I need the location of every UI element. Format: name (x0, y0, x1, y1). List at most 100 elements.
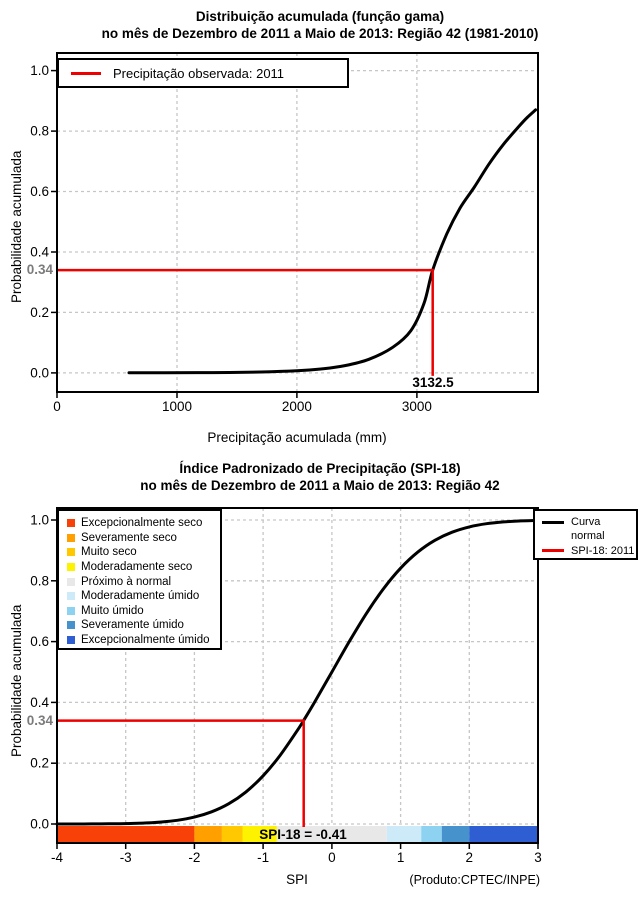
legend-spacer (542, 535, 564, 538)
y-tick-label: 1.0 (30, 63, 49, 78)
top-legend-label: Precipitação observada: 2011 (113, 65, 285, 81)
category-label: Muito seco (81, 546, 137, 559)
plot-box (56, 507, 539, 844)
category-color-marker (67, 563, 75, 572)
legend-item: Muito úmido (67, 604, 220, 619)
spi-category-bar-segment (441, 826, 470, 842)
category-color-marker (67, 548, 75, 557)
category-color-marker (67, 606, 75, 615)
legend-row-curve2: normal (542, 529, 636, 543)
category-color-marker (67, 621, 75, 630)
top-probability-label: 0.34 (26, 262, 53, 277)
cdf-curve (127, 108, 538, 375)
y-tick-label: 0.6 (30, 184, 49, 199)
category-label: Muito úmido (81, 604, 144, 617)
observed-marker-line (57, 719, 305, 827)
category-label: Severamente úmido (81, 619, 184, 632)
top-chart-subtitle: no mês de Dezembro de 2011 a Maio de 201… (101, 26, 539, 41)
observed-line-sample (71, 71, 101, 75)
spi-observed-value-label: SPI-18 = -0.41 (259, 827, 347, 842)
product-footnote: (Produto:CPTEC/INPE) (409, 873, 540, 887)
legend-item: Severamente seco (67, 531, 220, 546)
y-tick-label: 0.4 (30, 245, 49, 260)
category-color-marker (67, 519, 75, 528)
y-tick-label: 0.2 (30, 756, 49, 771)
y-tick-label: 0.2 (30, 305, 49, 320)
bottom-chart-subtitle: no mês de Dezembro de 2011 a Maio de 201… (140, 478, 500, 493)
top-legend: Precipitação observada: 2011 (57, 58, 349, 88)
x-tick-label: 2000 (282, 399, 312, 414)
x-tick-label: 1 (397, 850, 405, 865)
y-tick-label: 0.6 (30, 634, 49, 649)
category-label: Excepcionalmente seco (81, 517, 203, 530)
y-tick-label: 0.8 (30, 124, 49, 139)
bottom-chart-title: Índice Padronizado de Precipitação (SPI-… (179, 461, 461, 476)
observed-marker-line (57, 268, 434, 376)
x-tick-label: 3000 (402, 399, 432, 414)
spi-category-bar-segment (221, 826, 243, 842)
category-label: Severamente seco (81, 531, 177, 544)
x-tick-label: 0 (328, 850, 336, 865)
bottom-xlabel: SPI (286, 872, 308, 887)
y-tick-label: 0.4 (30, 695, 49, 710)
top-xlabel: Precipitação acumulada (mm) (207, 430, 387, 445)
legend-row-curve: Curva (542, 515, 636, 529)
curve-legend-label-line2: normal (571, 530, 605, 543)
x-axis: -4 -3 -2 -1 0 1 2 3 (51, 843, 542, 865)
spi-category-bar-segment (194, 826, 222, 842)
spi-category-bar-segment (57, 826, 195, 842)
cdf-curve (55, 518, 540, 826)
spi-color-bar (57, 826, 538, 842)
spi-observed-line-sample (542, 549, 564, 553)
x-tick-label: 1000 (162, 399, 192, 414)
legend-item: Excepcionalmente seco (67, 516, 220, 531)
y-tick-label: 0.0 (30, 817, 49, 832)
x-tick-label: -4 (51, 850, 63, 865)
spi-category-bar-segment (421, 826, 442, 842)
x-tick-label: 3 (534, 850, 542, 865)
spi-cdf-plot: -4 -3 -2 -1 0 1 2 3 0.0 0.2 0.4 0.6 0.8 1.0 (30, 507, 542, 865)
legend-item: Moderadamente seco (67, 560, 220, 575)
x-tick-label: -1 (257, 850, 269, 865)
category-label: Moderadamente úmido (81, 590, 200, 603)
category-color-marker (67, 533, 75, 542)
category-color-marker (67, 592, 75, 601)
x-tick-label: -2 (188, 850, 200, 865)
curve-legend-label-line1: Curva (571, 516, 601, 529)
legend-row-observed: SPI-18: 2011 (542, 544, 636, 558)
y-tick-label: 0.8 (30, 573, 49, 588)
top-chart-title: Distribuição acumulada (função gama) (195, 9, 445, 24)
spi-legend-label: SPI-18: 2011 (571, 544, 635, 557)
category-color-marker (67, 636, 75, 645)
spi-category-legend: Excepcionalmente seco Severamente seco Mui… (57, 509, 222, 650)
x-tick-label: 2 (466, 850, 474, 865)
y-axis: 0.0 0.2 0.4 0.6 0.8 1.0 (30, 63, 57, 380)
y-tick-label: 0.0 (30, 365, 49, 380)
x-tick-label: 0 (53, 399, 61, 414)
category-label: Próximo à normal (81, 575, 172, 588)
top-ylabel: Probabilidade acumulada (9, 150, 24, 303)
spi-category-bar-segment (386, 826, 422, 842)
category-label: Moderadamente seco (81, 561, 193, 574)
legend-item: Muito seco (67, 545, 220, 560)
legend-item: Moderadamente úmido (67, 589, 220, 604)
normal-curve-line-sample (542, 520, 564, 524)
legend-item: Próximo à normal (67, 574, 220, 589)
bottom-right-legend: Curva normal SPI-18: 2011 (533, 509, 638, 560)
category-label: Excepcionalmente úmido (81, 634, 210, 647)
grid (57, 53, 538, 392)
bottom-probability-label: 0.34 (26, 713, 53, 728)
bottom-ylabel: Probabilidade acumulada (9, 604, 24, 757)
y-tick-label: 1.0 (30, 513, 49, 528)
category-color-marker (67, 577, 75, 586)
y-axis: 0.0 0.2 0.4 0.6 0.8 1.0 (30, 513, 57, 832)
legend-item: Severamente úmido (67, 618, 220, 633)
spi-category-bar-segment (276, 826, 387, 842)
spi-category-bar-segment (469, 826, 538, 842)
x-axis: 0 1000 2000 3000 (53, 392, 432, 414)
legend-item: Excepcionalmente úmido (67, 633, 220, 648)
top-observed-value-label: 3132.5 (412, 375, 454, 390)
gamma-cdf-plot: 0 1000 2000 3000 0.0 0.2 0.4 0.6 0.8 1.0 (30, 52, 539, 414)
spi-category-bar-segment (242, 826, 277, 842)
